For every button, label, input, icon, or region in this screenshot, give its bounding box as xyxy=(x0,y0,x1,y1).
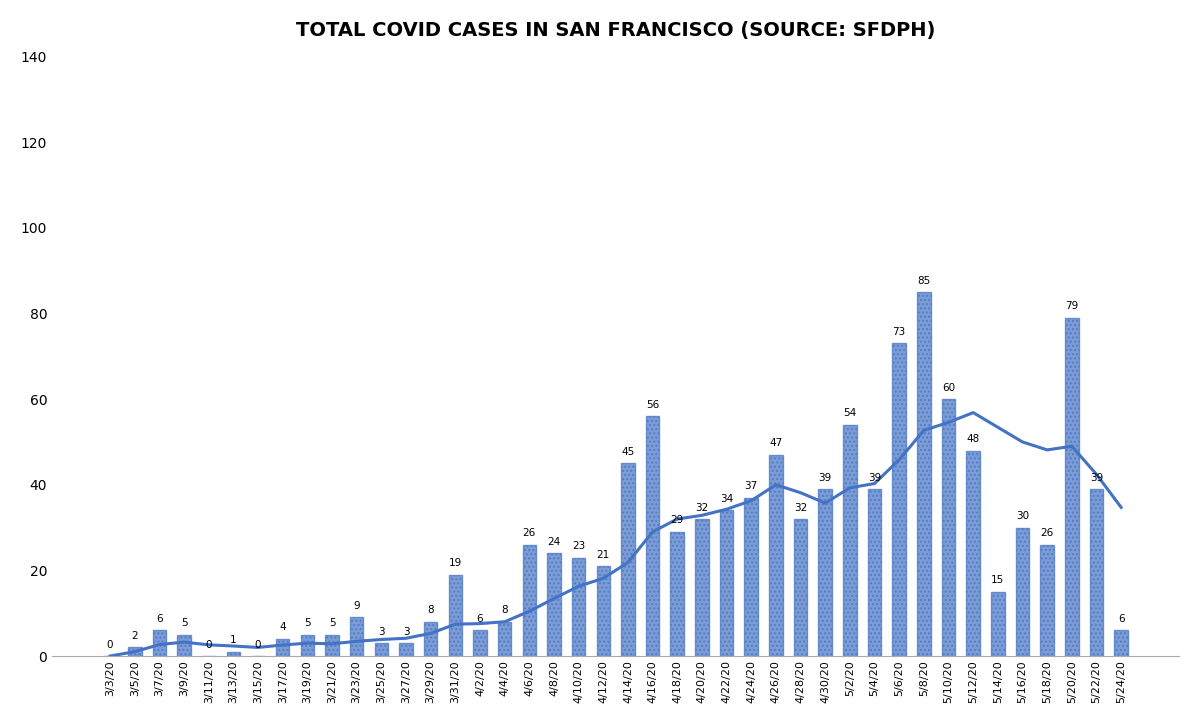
Text: 6: 6 xyxy=(1118,614,1124,624)
Bar xyxy=(374,643,388,656)
Bar xyxy=(868,489,881,656)
Bar xyxy=(1115,631,1128,656)
Bar xyxy=(966,450,980,656)
Bar xyxy=(547,553,560,656)
Text: 3: 3 xyxy=(378,627,385,636)
Bar xyxy=(522,544,536,656)
Bar xyxy=(818,489,832,656)
Text: 3: 3 xyxy=(403,627,409,636)
Text: 5: 5 xyxy=(329,618,335,628)
Text: 79: 79 xyxy=(1066,301,1079,311)
Text: 8: 8 xyxy=(502,605,508,615)
Text: 24: 24 xyxy=(547,536,560,547)
Text: 30: 30 xyxy=(1016,511,1030,521)
Text: 73: 73 xyxy=(893,327,906,337)
Bar xyxy=(893,343,906,656)
Text: 5: 5 xyxy=(304,618,311,628)
Bar xyxy=(844,425,857,656)
Text: 6: 6 xyxy=(476,614,484,624)
Text: 15: 15 xyxy=(991,576,1004,586)
Bar xyxy=(424,622,438,656)
Bar xyxy=(498,622,511,656)
Bar xyxy=(473,631,487,656)
Text: 0: 0 xyxy=(107,639,113,649)
Bar xyxy=(178,635,191,656)
Text: 37: 37 xyxy=(745,481,758,491)
Text: 4: 4 xyxy=(280,623,286,633)
Bar xyxy=(350,618,364,656)
Bar xyxy=(596,566,610,656)
Text: 0: 0 xyxy=(205,639,212,649)
Bar xyxy=(400,643,413,656)
Bar xyxy=(917,292,931,656)
Bar xyxy=(1066,318,1079,656)
Text: 47: 47 xyxy=(769,438,782,448)
Bar xyxy=(695,519,709,656)
Text: 0: 0 xyxy=(254,639,262,649)
Text: 6: 6 xyxy=(156,614,163,624)
Bar xyxy=(1040,544,1054,656)
Text: 56: 56 xyxy=(646,400,659,410)
Text: 8: 8 xyxy=(427,605,434,615)
Text: 32: 32 xyxy=(695,502,708,513)
Bar xyxy=(152,631,166,656)
Text: 26: 26 xyxy=(1040,529,1054,538)
Text: 34: 34 xyxy=(720,494,733,504)
Text: 26: 26 xyxy=(523,529,536,538)
Bar xyxy=(622,463,635,656)
Bar xyxy=(449,575,462,656)
Text: 39: 39 xyxy=(1090,473,1103,483)
Text: 2: 2 xyxy=(132,631,138,641)
Bar xyxy=(991,592,1004,656)
Bar xyxy=(942,399,955,656)
Bar xyxy=(793,519,808,656)
Bar xyxy=(128,647,142,656)
Text: 32: 32 xyxy=(794,502,808,513)
Bar xyxy=(671,532,684,656)
Bar xyxy=(300,635,314,656)
Text: 85: 85 xyxy=(917,276,930,286)
Title: TOTAL COVID CASES IN SAN FRANCISCO (SOURCE: SFDPH): TOTAL COVID CASES IN SAN FRANCISCO (SOUR… xyxy=(296,21,935,40)
Bar xyxy=(744,497,758,656)
Bar xyxy=(572,557,586,656)
Bar xyxy=(1090,489,1103,656)
Bar xyxy=(1015,528,1030,656)
Text: 29: 29 xyxy=(671,515,684,526)
Bar xyxy=(227,652,240,656)
Text: 54: 54 xyxy=(844,408,857,418)
Bar xyxy=(720,510,733,656)
Text: 21: 21 xyxy=(596,550,610,560)
Text: 19: 19 xyxy=(449,558,462,568)
Text: 1: 1 xyxy=(230,635,236,645)
Bar xyxy=(769,455,782,656)
Text: 23: 23 xyxy=(572,541,586,551)
Text: 39: 39 xyxy=(818,473,832,483)
Text: 5: 5 xyxy=(181,618,187,628)
Bar xyxy=(646,416,659,656)
Text: 45: 45 xyxy=(622,447,635,457)
Text: 39: 39 xyxy=(868,473,881,483)
Bar xyxy=(325,635,338,656)
Text: 60: 60 xyxy=(942,383,955,392)
Text: 9: 9 xyxy=(353,601,360,611)
Text: 48: 48 xyxy=(966,434,980,444)
Bar xyxy=(276,639,289,656)
